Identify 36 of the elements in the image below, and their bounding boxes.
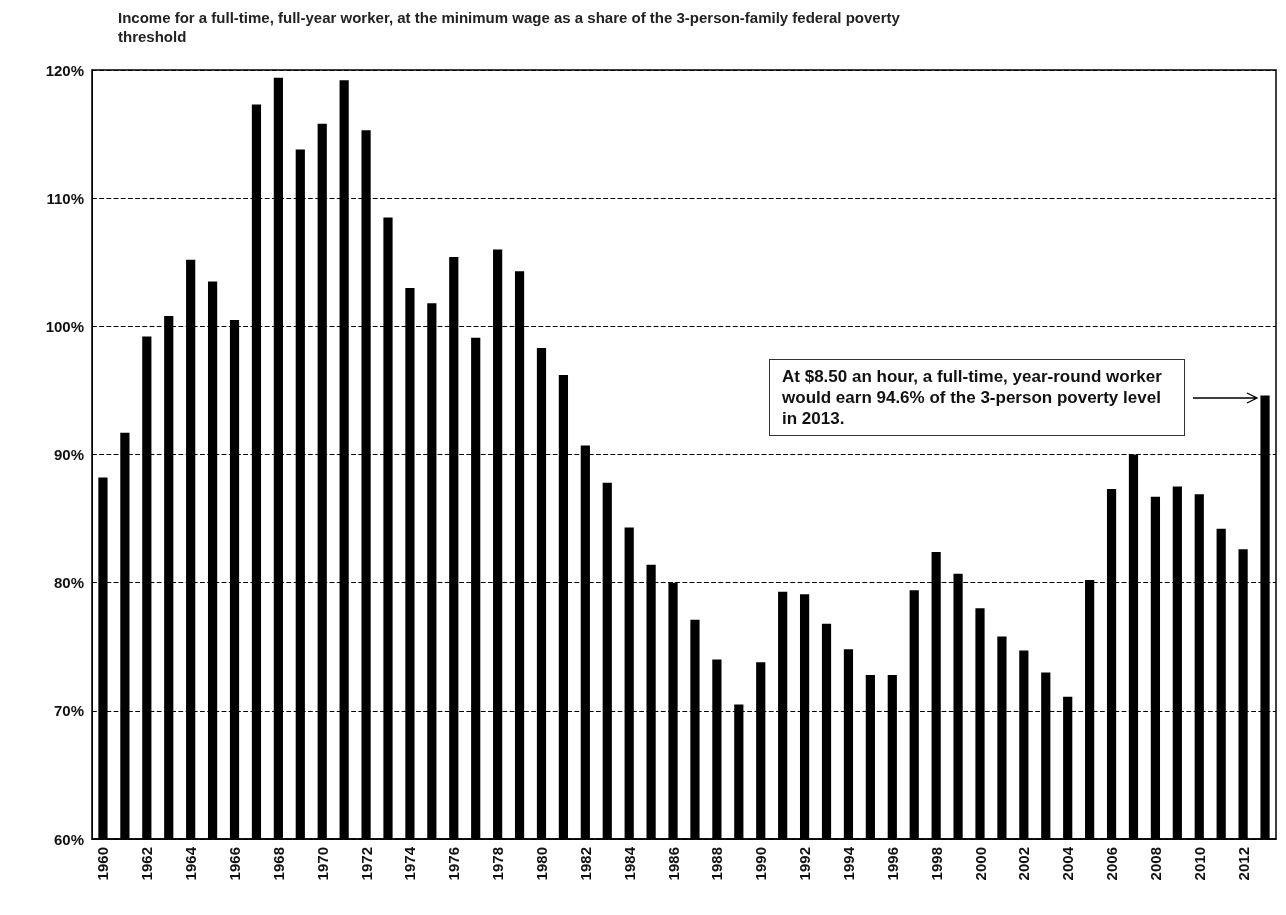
- x-tick-label: 2004: [1059, 846, 1077, 881]
- y-tick-label: 100%: [45, 317, 84, 335]
- x-tick-label: 1994: [839, 846, 857, 881]
- x-tick-label: 1966: [226, 847, 244, 881]
- x-tick-label: 1964: [182, 846, 200, 881]
- x-tick-label: 2000: [971, 847, 989, 881]
- x-tick-label: 1980: [532, 847, 550, 881]
- y-tick-label: 120%: [45, 61, 84, 79]
- x-tick-label: 1982: [576, 847, 594, 881]
- x-tick-label: 1992: [796, 847, 814, 881]
- y-tick-label: 80%: [53, 574, 84, 592]
- x-tick-label: 1974: [401, 846, 419, 881]
- x-tick-label: 2008: [1146, 847, 1164, 881]
- x-tick-label: 1996: [883, 847, 901, 881]
- x-tick-label: 1976: [445, 847, 463, 881]
- y-tick-label: 60%: [53, 830, 84, 848]
- y-tick-label: 90%: [53, 446, 84, 463]
- x-tick-label: 1986: [664, 847, 682, 881]
- annotation: At $8.50 an hour, a full-time, year-round worker would earn 94.6% of the 3-person poverty level in 2013.: [769, 359, 1186, 437]
- x-tick-label: 2006: [1103, 847, 1121, 881]
- x-tick-label: 1970: [313, 847, 331, 881]
- x-tick-label: 2002: [1015, 847, 1033, 881]
- x-tick-label: 1972: [357, 847, 375, 881]
- x-tick-label: 2012: [1234, 847, 1252, 881]
- x-tick-label: 2010: [1190, 847, 1208, 881]
- chart-title: Income for a full-time, full-year worker, at the minimum wage as a share of the 3-person-family federal poverty threshold: [118, 8, 901, 46]
- y-tick-label: 110%: [46, 189, 84, 207]
- x-tick-label: 1960: [94, 847, 112, 881]
- x-tick-label: 1998: [927, 847, 945, 881]
- x-tick-label: 1988: [708, 847, 726, 881]
- x-tick-label: 1978: [489, 847, 507, 881]
- x-tick-label: 1984: [620, 846, 638, 881]
- y-tick-label: 70%: [53, 702, 84, 720]
- x-tick-label: 1990: [752, 847, 770, 881]
- x-tick-label: 1962: [138, 847, 156, 881]
- x-tick-label: 1968: [269, 847, 287, 881]
